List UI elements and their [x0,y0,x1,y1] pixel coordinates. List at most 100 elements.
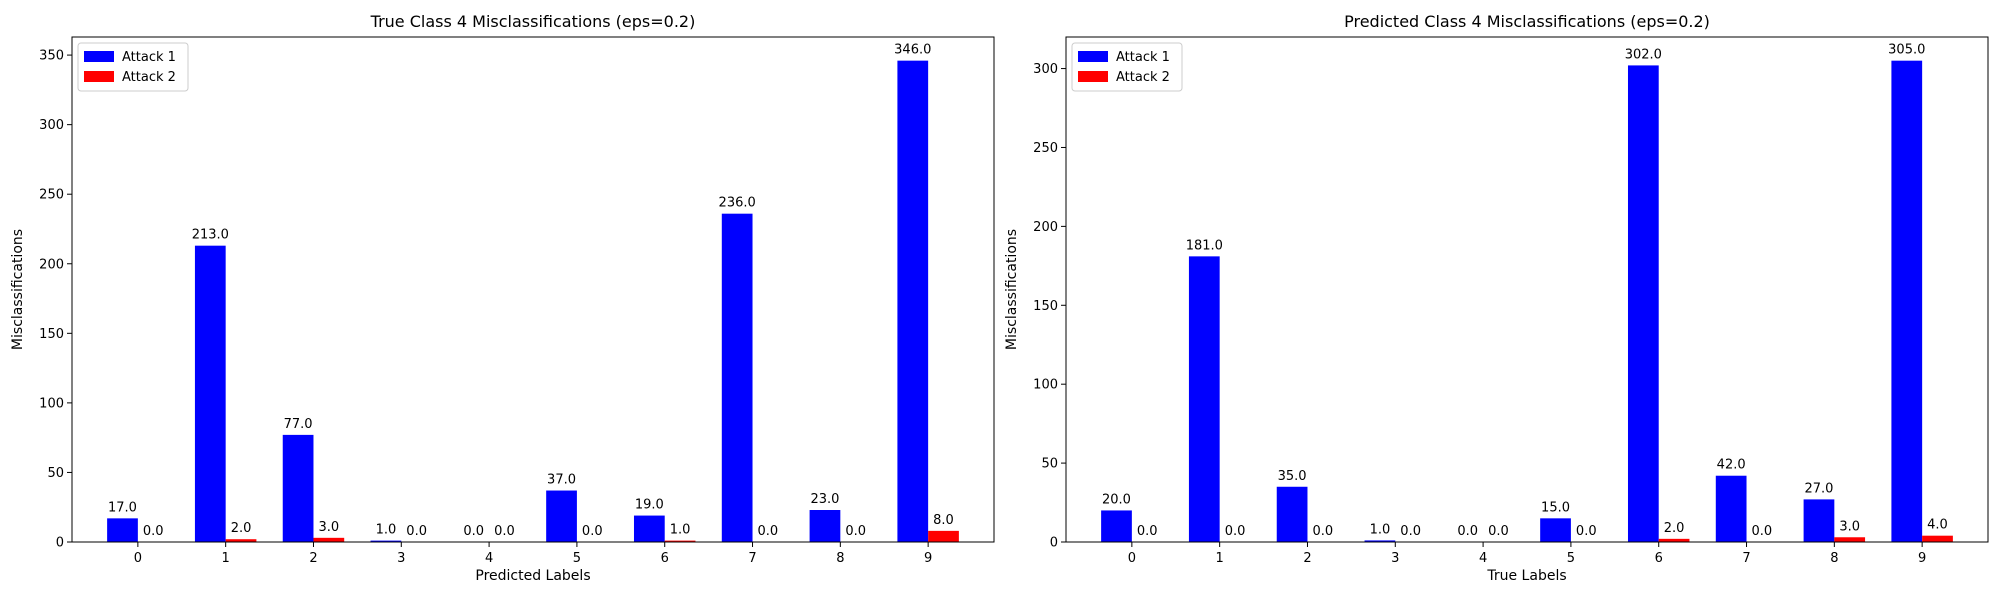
bar-value-label: 0.0 [1457,524,1478,539]
bar-attack-2 [225,539,257,542]
bar-value-label: 0.0 [1225,524,1246,539]
bar-attack-2 [664,540,696,542]
bar-value-label: 37.0 [547,473,576,488]
chart-panel-2: Predicted Class 4 Misclassifications (ep… [1004,12,1989,584]
bar-value-label: 17.0 [108,500,137,515]
bar-attack-1 [282,434,314,542]
bar-value-label: 0.0 [1752,524,1773,539]
bar-value-label: 305.0 [1888,43,1925,58]
bar-value-label: 302.0 [1625,47,1662,62]
bar-value-label: 8.0 [933,513,954,528]
x-tick-label: 0 [1128,551,1136,566]
bar-value-label: 0.0 [1400,524,1421,539]
bar-attack-1 [370,540,402,542]
bar-attack-1 [1540,518,1571,542]
y-tick-label: 150 [39,327,64,342]
bar-value-label: 23.0 [810,492,839,507]
bar-value-label: 1.0 [1370,522,1391,537]
legend-label: Attack 2 [1116,70,1170,85]
x-tick-label: 1 [1216,551,1224,566]
x-tick-label: 8 [1830,551,1838,566]
y-tick-label: 100 [1033,378,1058,393]
bar-value-label: 19.0 [635,498,664,513]
bar-attack-1 [721,213,753,543]
bar-attack-1 [809,510,841,542]
bar-attack-1 [194,245,226,543]
x-tick-label: 0 [134,551,142,566]
bar-value-label: 0.0 [494,524,515,539]
x-tick-label: 3 [397,551,405,566]
y-tick-label: 0 [1050,536,1058,551]
y-tick-label: 150 [1033,299,1058,314]
bar-value-label: 0.0 [845,524,866,539]
bar-attack-1 [1715,475,1747,542]
y-tick-label: 200 [1033,220,1058,235]
bar-attack-2 [928,530,959,542]
bar-value-label: 2.0 [231,521,252,536]
x-tick-label: 4 [1479,551,1487,566]
legend: Attack 1 Attack 2 [1071,42,1183,92]
bar-value-label: 42.0 [1717,458,1746,473]
x-tick-label: 5 [1567,551,1575,566]
bar-attack-1 [633,515,665,542]
x-axis-label: True Labels [1486,568,1566,584]
legend-swatch-attack-2 [1078,71,1108,82]
y-axis-label: Misclassifications [10,229,26,350]
bar-value-label: 20.0 [1102,492,1131,507]
bar-attack-1 [546,490,577,542]
bar-attack-2 [1658,538,1690,542]
bar-value-label: 2.0 [1664,521,1685,536]
bar-value-label: 0.0 [758,524,779,539]
bar-attack-1 [1627,65,1659,542]
y-tick-label: 300 [39,118,64,133]
x-tick-label: 6 [1655,551,1663,566]
bar-value-label: 15.0 [1541,500,1570,515]
x-tick-label: 9 [924,551,932,566]
bar-attack-1 [1803,499,1835,542]
bar-value-label: 0.0 [1576,524,1597,539]
y-tick-label: 250 [1033,141,1058,156]
bar-value-label: 77.0 [284,417,313,432]
x-tick-label: 2 [309,551,317,566]
bar-value-label: 181.0 [1186,238,1223,253]
bar-attack-1 [1891,60,1923,542]
bar-value-label: 0.0 [406,524,427,539]
bar-value-label: 0.0 [1488,524,1509,539]
bar-value-label: 0.0 [1312,524,1333,539]
y-tick-label: 0 [56,536,64,551]
x-axis-label: Predicted Labels [475,568,590,584]
legend-label: Attack 2 [122,70,176,85]
y-tick-label: 200 [39,257,64,272]
bar-attack-1 [1364,540,1396,542]
bar-value-label: 236.0 [719,196,756,211]
y-tick-label: 300 [1033,62,1058,77]
bar-value-label: 3.0 [1839,519,1860,534]
y-axis-label: Misclassifications [1004,229,1020,350]
plot-frame [71,36,995,543]
chart-panel-1: True Class 4 Misclassifications (eps=0.2… [10,12,995,584]
x-tick-label: 9 [1918,551,1926,566]
bar-value-label: 3.0 [318,520,339,535]
bar-value-label: 0.0 [1137,524,1158,539]
y-tick-label: 50 [1041,457,1058,472]
x-tick-label: 7 [1742,551,1750,566]
chart-title: Predicted Class 4 Misclassifications (ep… [1344,12,1710,31]
bar-value-label: 0.0 [582,524,603,539]
x-tick-label: 4 [485,551,493,566]
bar-attack-1 [1188,256,1220,542]
bar-value-label: 4.0 [1927,518,1948,533]
bar-attack-1 [897,60,929,542]
bar-attack-2 [1922,535,1953,542]
x-tick-label: 5 [573,551,581,566]
x-tick-label: 2 [1303,551,1311,566]
legend-swatch-attack-1 [1078,51,1108,62]
bar-value-label: 35.0 [1278,469,1307,484]
bar-value-label: 1.0 [670,523,691,538]
legend-label: Attack 1 [1116,50,1170,65]
x-tick-label: 3 [1391,551,1399,566]
bar-attack-1 [1276,486,1308,542]
legend-swatch-attack-1 [84,51,114,62]
x-tick-label: 6 [661,551,669,566]
